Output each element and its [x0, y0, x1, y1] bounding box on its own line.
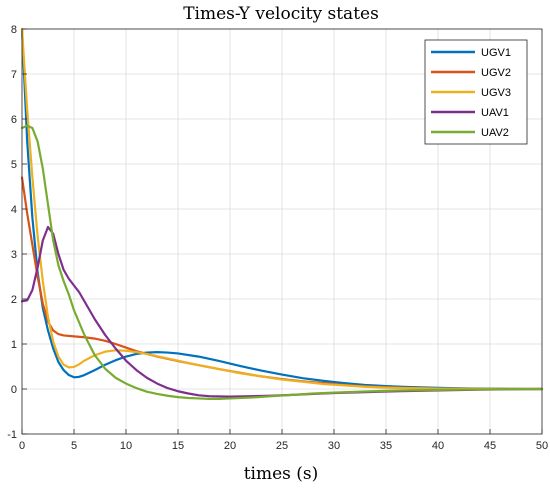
x-tick-label: 25	[276, 440, 288, 452]
x-tick-label: 0	[19, 440, 25, 452]
x-tick-label: 20	[224, 440, 236, 452]
x-tick-label: 5	[71, 440, 77, 452]
chart-title: Times-Y velocity states	[183, 4, 379, 24]
y-tick-label: 5	[11, 159, 17, 171]
series-line-ugv3	[20, 27, 544, 391]
legend-label: UGV2	[481, 67, 511, 79]
legend-label: UGV3	[481, 87, 511, 99]
x-tick-label: 35	[380, 440, 392, 452]
x-tick-label: 45	[484, 440, 496, 452]
y-tick-label: 3	[11, 249, 17, 261]
x-tick-label: 50	[536, 440, 548, 452]
y-tick-label: 2	[11, 294, 17, 306]
x-axis-label: times (s)	[244, 464, 319, 484]
legend-label: UAV1	[481, 107, 509, 119]
x-tick-label: 15	[172, 440, 184, 452]
series-lines	[20, 27, 544, 400]
legend-label: UAV2	[481, 127, 509, 139]
y-tick-label: 7	[11, 69, 17, 81]
y-tick-label: 8	[11, 24, 17, 36]
x-tick-label: 10	[120, 440, 132, 452]
legend: UGV1 UGV2 UGV3 UAV1 UAV2	[424, 39, 528, 145]
legend-label: UGV1	[481, 47, 511, 59]
x-tick-label: 30	[328, 440, 340, 452]
series-line-ugv1	[20, 27, 544, 391]
y-tick-label: 1	[11, 339, 17, 351]
series-line-uav2	[20, 124, 544, 400]
x-tick-label: 40	[432, 440, 444, 452]
y-tick-label: 0	[11, 384, 17, 396]
y-tick-label: -1	[7, 429, 17, 441]
y-tick-label: 6	[11, 114, 17, 126]
y-tick-label: 4	[11, 204, 17, 216]
